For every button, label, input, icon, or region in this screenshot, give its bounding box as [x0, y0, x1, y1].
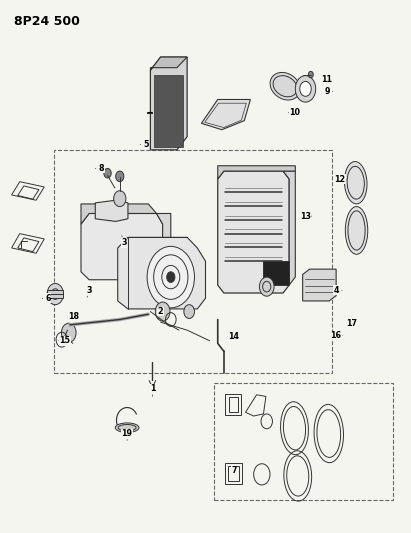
Text: 1: 1	[150, 384, 155, 393]
Ellipse shape	[344, 161, 367, 204]
Bar	[55, 150, 332, 373]
Text: 5: 5	[143, 140, 149, 149]
Text: 8: 8	[99, 164, 104, 173]
Circle shape	[47, 284, 63, 305]
Polygon shape	[95, 200, 128, 221]
Text: 3: 3	[121, 238, 127, 247]
Circle shape	[147, 246, 194, 308]
Circle shape	[104, 168, 111, 178]
Bar	[47, 290, 62, 298]
Polygon shape	[157, 214, 171, 272]
Circle shape	[155, 302, 170, 321]
Polygon shape	[283, 171, 296, 285]
Text: 3: 3	[86, 286, 92, 295]
Polygon shape	[150, 57, 187, 70]
Text: 17: 17	[346, 319, 357, 328]
Text: 11: 11	[322, 75, 332, 84]
Polygon shape	[201, 100, 250, 130]
Polygon shape	[218, 166, 296, 179]
Text: 14: 14	[229, 332, 240, 341]
Circle shape	[308, 71, 313, 78]
Polygon shape	[155, 75, 183, 147]
Polygon shape	[218, 171, 289, 293]
Text: 10: 10	[289, 108, 300, 117]
Ellipse shape	[115, 423, 139, 432]
Polygon shape	[81, 214, 163, 280]
Polygon shape	[150, 57, 187, 150]
Text: 16: 16	[330, 331, 342, 340]
Circle shape	[259, 277, 274, 296]
Text: 19: 19	[122, 429, 133, 438]
Text: 4: 4	[333, 286, 339, 295]
Text: 7: 7	[231, 466, 237, 475]
Text: 18: 18	[69, 312, 80, 321]
Circle shape	[300, 82, 311, 96]
Text: 2: 2	[158, 307, 164, 316]
Circle shape	[114, 191, 126, 207]
Text: 12: 12	[335, 174, 346, 183]
Text: 9: 9	[324, 87, 330, 96]
Circle shape	[115, 171, 124, 182]
Circle shape	[61, 323, 76, 342]
Polygon shape	[118, 237, 206, 309]
Circle shape	[184, 305, 194, 318]
Polygon shape	[302, 269, 336, 301]
Ellipse shape	[345, 207, 368, 254]
Bar	[214, 383, 393, 500]
Polygon shape	[81, 204, 157, 224]
Text: 13: 13	[300, 212, 311, 221]
Text: 15: 15	[59, 336, 70, 345]
Circle shape	[296, 76, 316, 102]
Polygon shape	[263, 261, 289, 285]
Circle shape	[167, 272, 175, 282]
Text: 8P24 500: 8P24 500	[14, 14, 79, 28]
Ellipse shape	[270, 72, 300, 100]
Text: 6: 6	[46, 294, 51, 303]
